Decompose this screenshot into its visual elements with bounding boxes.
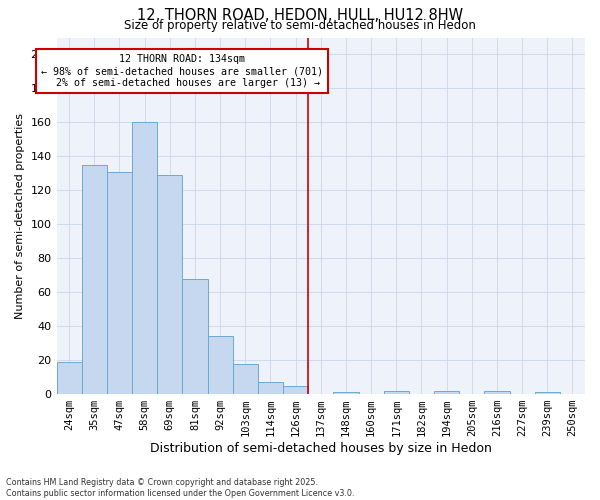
- X-axis label: Distribution of semi-detached houses by size in Hedon: Distribution of semi-detached houses by …: [150, 442, 492, 455]
- Bar: [208, 336, 233, 394]
- Bar: [107, 172, 132, 394]
- Bar: [283, 386, 308, 394]
- Bar: [233, 364, 258, 394]
- Bar: [56, 362, 82, 394]
- Bar: [157, 175, 182, 394]
- Bar: [258, 382, 283, 394]
- Text: 12, THORN ROAD, HEDON, HULL, HU12 8HW: 12, THORN ROAD, HEDON, HULL, HU12 8HW: [137, 8, 463, 22]
- Bar: [82, 165, 107, 394]
- Bar: [484, 390, 509, 394]
- Bar: [334, 392, 359, 394]
- Text: Contains HM Land Registry data © Crown copyright and database right 2025.
Contai: Contains HM Land Registry data © Crown c…: [6, 478, 355, 498]
- Bar: [434, 390, 459, 394]
- Bar: [132, 122, 157, 394]
- Text: 12 THORN ROAD: 134sqm
← 98% of semi-detached houses are smaller (701)
  2% of se: 12 THORN ROAD: 134sqm ← 98% of semi-deta…: [41, 54, 323, 88]
- Text: Size of property relative to semi-detached houses in Hedon: Size of property relative to semi-detach…: [124, 18, 476, 32]
- Bar: [383, 390, 409, 394]
- Bar: [182, 278, 208, 394]
- Y-axis label: Number of semi-detached properties: Number of semi-detached properties: [15, 113, 25, 319]
- Bar: [535, 392, 560, 394]
